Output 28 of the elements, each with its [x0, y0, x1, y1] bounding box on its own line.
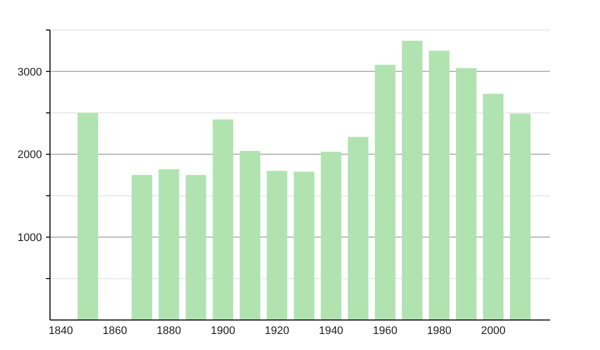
bar [294, 172, 314, 320]
bar [240, 150, 260, 320]
x-tick-label: 1940 [318, 325, 344, 337]
x-tick-label: 1900 [210, 325, 236, 337]
y-tick-label: 1000 [18, 232, 42, 244]
bar [510, 114, 531, 320]
bar [348, 136, 368, 320]
x-tick-label: 1960 [372, 325, 398, 337]
y-tick-label: 3000 [18, 66, 42, 78]
x-tick-label: 1860 [102, 325, 128, 337]
bar [132, 175, 152, 320]
bar [428, 50, 450, 320]
bar [186, 175, 206, 320]
bar [212, 119, 234, 320]
x-tick-label: 2000 [481, 325, 506, 337]
y-tick-label: 2000 [18, 149, 42, 162]
bar [78, 112, 98, 320]
bar [158, 169, 180, 320]
bar [266, 170, 288, 320]
bar [374, 64, 396, 320]
x-tick-label: 1920 [264, 325, 290, 337]
bar [482, 94, 504, 320]
x-tick-label: 1880 [156, 325, 182, 337]
x-tick-label: 1840 [48, 325, 74, 337]
x-tick-label: 1980 [426, 325, 452, 337]
bar [456, 68, 476, 320]
bar [320, 152, 342, 320]
bar [402, 40, 422, 320]
